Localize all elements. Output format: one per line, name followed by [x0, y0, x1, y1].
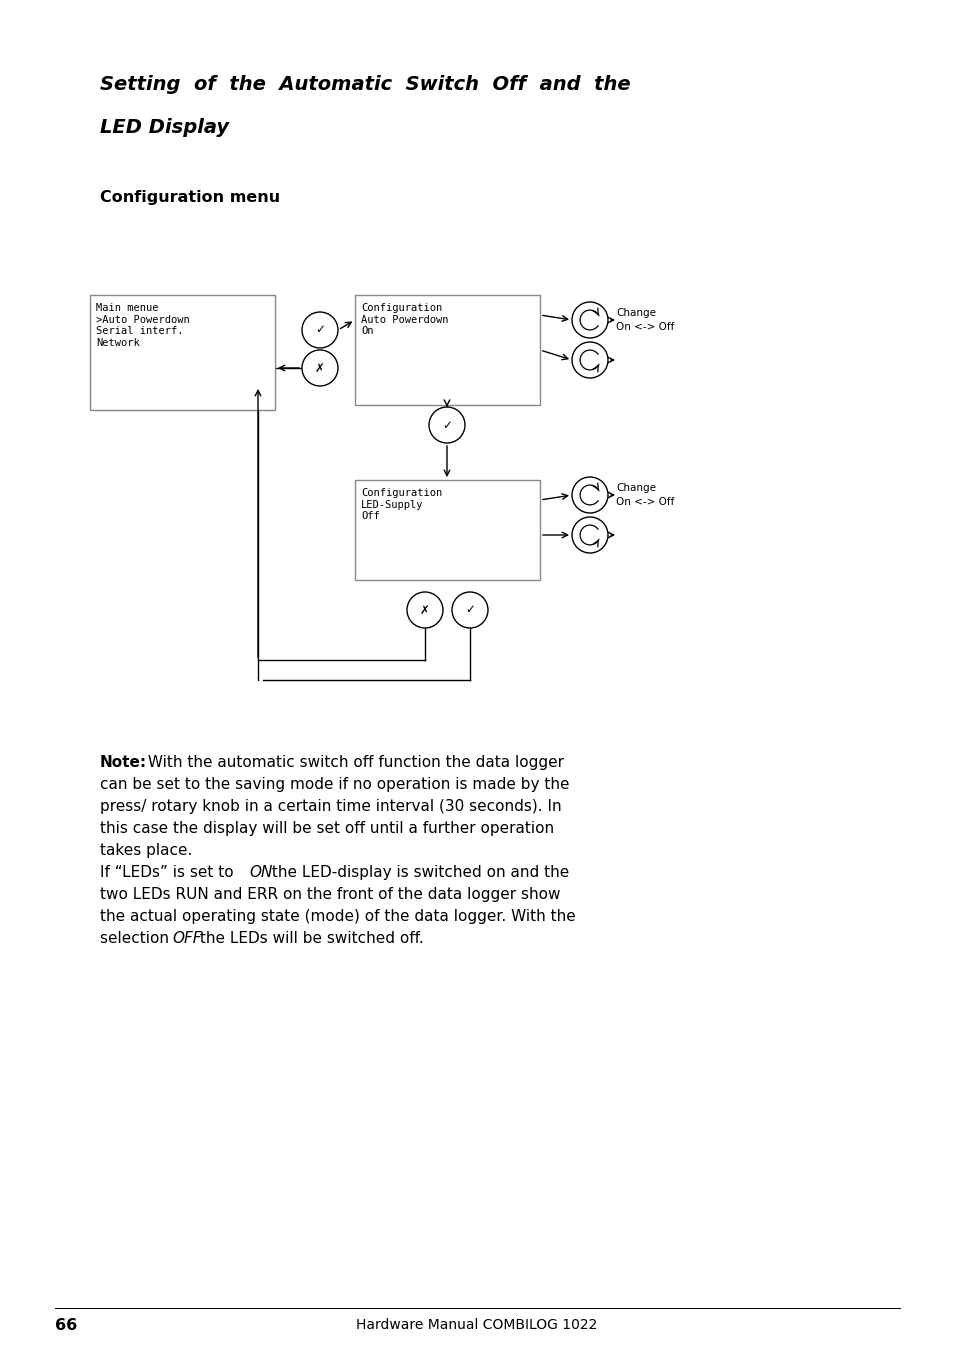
Text: ✗: ✗ [314, 362, 325, 374]
Circle shape [452, 592, 488, 628]
Text: Change
On <-> Off: Change On <-> Off [616, 484, 674, 507]
Text: With the automatic switch off function the data logger: With the automatic switch off function t… [143, 755, 563, 770]
Text: ✓: ✓ [314, 323, 325, 336]
Text: Configuration menu: Configuration menu [100, 190, 280, 205]
Text: Main menue
>Auto Powerdown
Serial interf.
Network: Main menue >Auto Powerdown Serial interf… [96, 303, 190, 347]
Circle shape [302, 350, 337, 386]
Text: ✓: ✓ [464, 604, 475, 616]
Text: If “LEDs” is set to: If “LEDs” is set to [100, 865, 238, 880]
FancyBboxPatch shape [355, 480, 539, 580]
Text: the actual operating state (mode) of the data logger. With the: the actual operating state (mode) of the… [100, 909, 576, 924]
Text: Hardware Manual COMBILOG 1022: Hardware Manual COMBILOG 1022 [355, 1319, 598, 1332]
Text: the LEDs will be switched off.: the LEDs will be switched off. [194, 931, 423, 946]
Text: selection: selection [100, 931, 173, 946]
Text: press/ rotary knob in a certain time interval (30 seconds). In: press/ rotary knob in a certain time int… [100, 798, 561, 815]
Circle shape [572, 477, 607, 513]
Circle shape [407, 592, 442, 628]
Text: ✓: ✓ [441, 419, 452, 431]
Circle shape [572, 517, 607, 553]
Text: two LEDs RUN and ERR on the front of the data logger show: two LEDs RUN and ERR on the front of the… [100, 888, 560, 902]
Text: 66: 66 [55, 1319, 77, 1333]
Text: takes place.: takes place. [100, 843, 193, 858]
Text: Configuration
LED-Supply
Off: Configuration LED-Supply Off [360, 488, 442, 521]
Text: LED Display: LED Display [100, 118, 229, 136]
Text: ON: ON [249, 865, 273, 880]
Text: ✗: ✗ [419, 604, 430, 616]
Text: Configuration
Auto Powerdown
On: Configuration Auto Powerdown On [360, 303, 448, 336]
Circle shape [572, 342, 607, 378]
Circle shape [302, 312, 337, 349]
Text: OFF: OFF [172, 931, 201, 946]
FancyBboxPatch shape [90, 295, 274, 409]
Text: Change
On <-> Off: Change On <-> Off [616, 308, 674, 332]
Text: Setting  of  the  Automatic  Switch  Off  and  the: Setting of the Automatic Switch Off and … [100, 76, 630, 95]
Circle shape [572, 303, 607, 338]
Circle shape [429, 407, 464, 443]
FancyBboxPatch shape [355, 295, 539, 405]
Text: this case the display will be set off until a further operation: this case the display will be set off un… [100, 821, 554, 836]
Text: Note:: Note: [100, 755, 147, 770]
Text: can be set to the saving mode if no operation is made by the: can be set to the saving mode if no oper… [100, 777, 569, 792]
Text: the LED-display is switched on and the: the LED-display is switched on and the [267, 865, 569, 880]
